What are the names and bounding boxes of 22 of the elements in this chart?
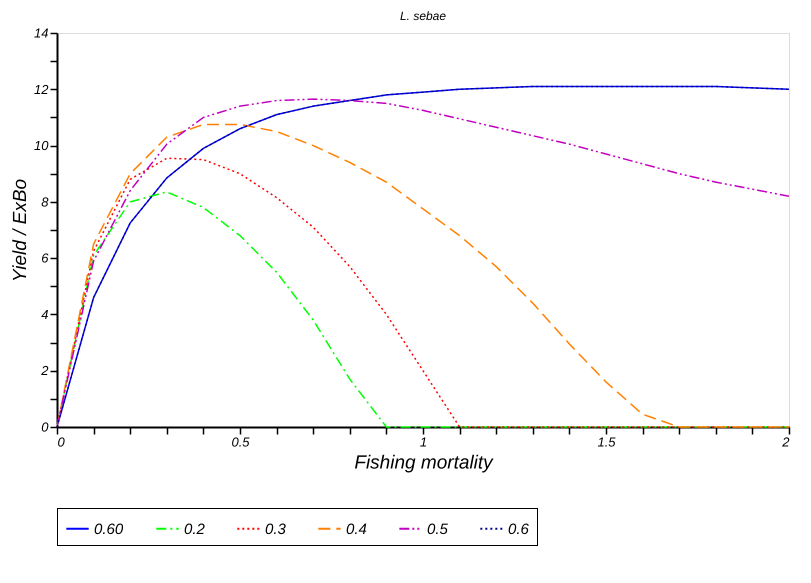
x-tick-label: 2: [781, 434, 790, 450]
y-tick-label: 6: [41, 250, 50, 266]
x-tick-label: 0: [58, 434, 66, 450]
y-tick-label: 8: [41, 194, 50, 210]
y-tick-label: 4: [41, 306, 48, 322]
y-tick-label: 0: [41, 420, 50, 434]
legend-label: 0.6: [508, 520, 530, 538]
chart-title: L. sebae: [400, 9, 446, 23]
legend-label: 0.60: [94, 520, 124, 538]
x-tick-label: 1: [420, 434, 428, 450]
x-axis-title: Fishing mortality: [354, 452, 494, 474]
y-tick-label: 14: [34, 26, 48, 40]
x-tick-label: 0.5: [231, 434, 250, 450]
legend-label: 0.4: [346, 520, 367, 538]
legend-label: 0.5: [427, 520, 449, 538]
legend-label: 0.3: [265, 520, 287, 538]
y-tick-label: 12: [34, 82, 50, 97]
legend-label: 0.2: [184, 520, 206, 538]
y-tick-label: 10: [34, 138, 50, 154]
y-axis-title: Yield / ExBo: [10, 178, 32, 282]
x-tick-label: 1.5: [597, 434, 616, 450]
y-tick-label: 2: [40, 363, 50, 378]
